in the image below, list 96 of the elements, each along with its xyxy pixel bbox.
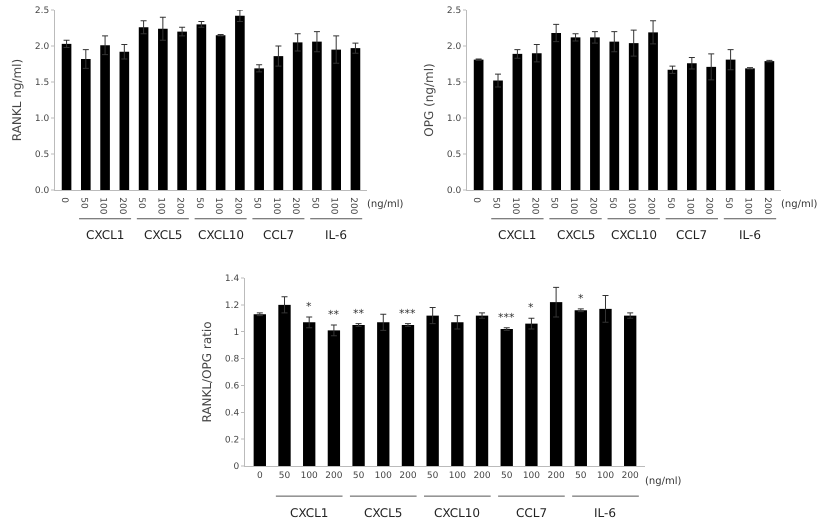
x-tick-label: 200 xyxy=(399,470,417,481)
y-tick-label: 0.4 xyxy=(224,408,240,418)
x-tick-label: 50 xyxy=(606,197,617,210)
text: CXCL10 xyxy=(434,506,480,520)
y-tick-label: 1 xyxy=(233,328,240,338)
x-tick-label: 50 xyxy=(501,470,513,481)
x-tick-label: 100 xyxy=(522,470,540,481)
x-tick-label: 100 xyxy=(596,470,614,481)
x-tick-label: 200 xyxy=(587,197,598,215)
x-axis-title: (ng/ml) xyxy=(367,199,404,210)
x-axis-title: (ng/ml) xyxy=(645,476,682,487)
x-tick-label: 200 xyxy=(622,470,640,481)
text: CXCL5 xyxy=(144,228,182,242)
x-tick-label: 50 xyxy=(78,197,88,210)
y-tick-label: 2.0 xyxy=(34,42,50,52)
x-tick-label: 50 xyxy=(352,470,365,481)
x-tick-label: 0 xyxy=(471,197,482,204)
y-tick-label: 0.0 xyxy=(446,186,462,196)
y-tick-label: 2.0 xyxy=(446,42,462,52)
x-tick-label: 100 xyxy=(300,470,318,481)
text: CXCL1 xyxy=(86,228,124,242)
text: CXCL1 xyxy=(290,506,328,520)
y-tick-label: 0.0 xyxy=(34,186,50,196)
text: CXCL5 xyxy=(557,228,596,242)
x-tick-label: 50 xyxy=(548,197,559,210)
x-tick-label: 200 xyxy=(174,197,185,215)
text: CXCL10 xyxy=(198,228,244,242)
x-tick-label: 50 xyxy=(136,197,146,210)
x-tick-label: 100 xyxy=(626,197,636,215)
x-tick-label: 50 xyxy=(490,197,501,210)
x-tick-label: 200 xyxy=(325,470,343,481)
x-tick-label: 50 xyxy=(278,470,291,481)
data-label: *** xyxy=(498,311,515,324)
x-tick-label: 100 xyxy=(155,197,166,215)
y-tick-label: 0.5 xyxy=(34,150,50,160)
x-tick-label: 200 xyxy=(473,470,491,481)
y-tick-label: 0.6 xyxy=(224,382,240,392)
text: CCL7 xyxy=(676,228,708,242)
y-axis-title: RANKL/OPG ratio xyxy=(200,321,214,423)
x-tick-label: 100 xyxy=(448,470,466,481)
y-tick-label: 1.0 xyxy=(34,114,50,124)
x-tick-label: 100 xyxy=(684,197,694,215)
y-tick-label: 1.5 xyxy=(34,78,50,88)
y-tick-label: 0.8 xyxy=(224,354,240,365)
y-tick-label: 1.4 xyxy=(224,274,240,284)
x-tick-label: 200 xyxy=(116,197,127,215)
text: CXCL10 xyxy=(611,228,658,242)
text: IL-6 xyxy=(325,228,347,242)
x-tick-label: 100 xyxy=(742,197,752,215)
text: CCL7 xyxy=(516,506,548,520)
x-tick-label: 0 xyxy=(59,197,70,204)
y-tick-label: 0.5 xyxy=(446,150,462,160)
text: CXCL5 xyxy=(364,506,402,520)
y-tick-label: 1.0 xyxy=(446,114,462,124)
x-tick-label: 50 xyxy=(309,197,320,210)
x-tick-label: 50 xyxy=(194,197,204,210)
text: CCL7 xyxy=(263,228,294,242)
text: IL-6 xyxy=(594,506,616,520)
text: IL-6 xyxy=(739,228,761,242)
x-tick-label: 200 xyxy=(762,197,772,215)
y-axis-title: OPG (ng/ml) xyxy=(422,63,436,137)
data-label: ** xyxy=(353,307,364,320)
y-tick-label: 1.5 xyxy=(446,78,462,88)
data-label: * xyxy=(578,292,584,305)
y-tick-label: 1.2 xyxy=(224,301,240,312)
x-tick-label: 100 xyxy=(510,197,520,215)
x-tick-label: 0 xyxy=(256,470,263,481)
x-tick-label: 100 xyxy=(328,197,339,215)
x-tick-label: 50 xyxy=(252,197,262,210)
x-tick-label: 100 xyxy=(374,470,392,481)
x-tick-label: 100 xyxy=(270,197,281,215)
x-tick-label: 200 xyxy=(348,197,358,215)
x-tick-label: 50 xyxy=(664,197,675,210)
x-tick-label: 100 xyxy=(568,197,578,215)
x-tick-label: 200 xyxy=(232,197,242,215)
y-axis-title: RANKL ng/ml) xyxy=(10,58,24,142)
x-tick-label: 200 xyxy=(548,470,565,481)
x-tick-label: 50 xyxy=(575,470,587,481)
y-tick-label: 2.5 xyxy=(34,6,50,16)
data-label: *** xyxy=(399,307,416,320)
y-tick-label: 0 xyxy=(233,462,240,472)
x-axis-title: (ng/ml) xyxy=(781,199,818,210)
y-tick-label: 0.2 xyxy=(224,435,240,446)
x-tick-label: 200 xyxy=(646,197,656,215)
x-tick-label: 200 xyxy=(290,197,300,215)
x-tick-label: 200 xyxy=(704,197,714,215)
x-tick-label: 50 xyxy=(426,470,439,481)
x-tick-label: 200 xyxy=(529,197,540,215)
x-tick-label: 50 xyxy=(723,197,734,210)
x-tick-label: 100 xyxy=(98,197,108,215)
x-tick-label: 100 xyxy=(213,197,224,215)
data-label: * xyxy=(306,300,312,313)
text: CXCL1 xyxy=(498,228,536,242)
data-label: ** xyxy=(328,308,340,321)
data-label: * xyxy=(528,301,534,314)
y-tick-label: 2.5 xyxy=(446,6,462,16)
